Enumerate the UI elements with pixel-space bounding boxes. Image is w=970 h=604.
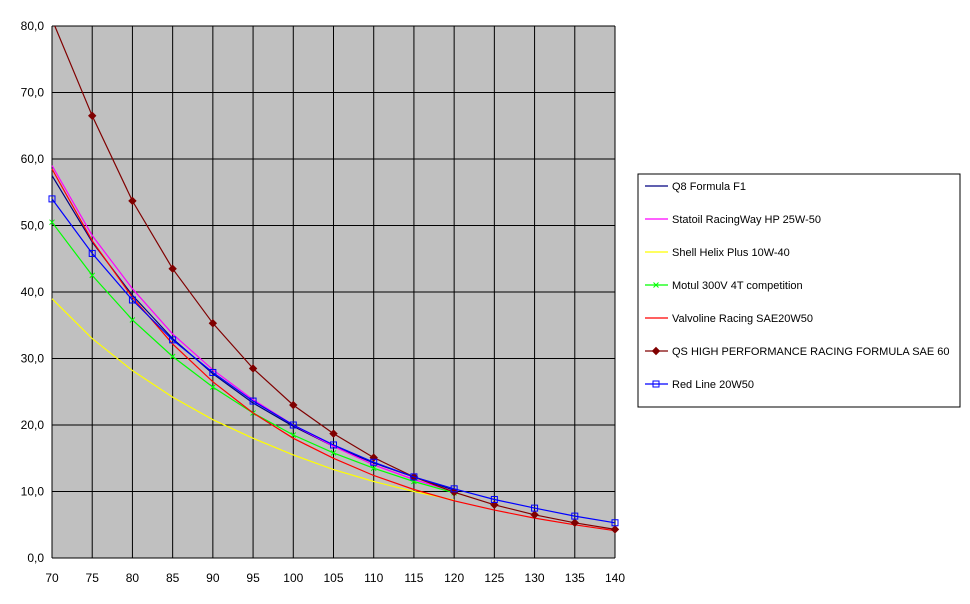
y-tick-label: 80,0: [21, 19, 45, 33]
y-tick-label: 10,0: [21, 485, 45, 499]
data-point-marker: [571, 512, 579, 520]
legend-box: [637, 173, 961, 408]
x-tick-label: 135: [565, 571, 585, 585]
y-axis-ticks: 0,0 10,0 20,0 30,0 40,0 50,0 60,0 70,0 80,0: [21, 19, 45, 565]
series-line: [51, 198, 616, 524]
y-tick-label: 20,0: [21, 418, 45, 432]
data-point-marker: [208, 319, 218, 328]
data-point-marker: [49, 219, 55, 226]
data-point-marker: [128, 196, 137, 206]
data-point-marker: [610, 525, 620, 534]
x-axis-ticks: 70 75 80 85 90 95 100 105 110 115 120 125 130 135 140: [45, 571, 625, 585]
legend-entry-label: Valvoline Racing SAE20W50: [672, 313, 813, 325]
series-line: [51, 165, 455, 493]
x-tick-label: 75: [86, 571, 100, 585]
y-tick-label: 70,0: [21, 86, 45, 100]
data-point-marker: [570, 518, 579, 527]
data-point-marker: [651, 346, 661, 356]
legend-entry-label: Statoil RacingWay HP 25W-50: [672, 214, 821, 226]
x-tick-label: 120: [444, 571, 464, 585]
data-point-marker: [329, 429, 338, 438]
data-point-marker: [450, 485, 458, 493]
x-tick-label: 70: [45, 571, 59, 585]
data-point-marker: [88, 111, 97, 120]
x-tick-label: 140: [605, 571, 625, 585]
x-tick-label: 130: [525, 571, 545, 585]
data-point-marker: [490, 500, 499, 510]
data-point-marker: [289, 400, 298, 410]
data-point-marker: [653, 282, 659, 288]
data-point-marker: [652, 380, 660, 388]
data-point-marker: [330, 450, 337, 456]
x-tick-label: 85: [166, 571, 180, 585]
data-point-marker: [370, 458, 378, 466]
y-tick-label: 50,0: [21, 219, 45, 233]
data-point-marker: [209, 368, 217, 376]
data-point-marker: [89, 272, 96, 279]
data-point-marker: [88, 249, 96, 257]
data-point-marker: [248, 364, 258, 373]
legend-entry-label: Red Line 20W50: [672, 379, 754, 391]
y-tick-label: 30,0: [21, 352, 45, 366]
data-point-marker: [490, 495, 498, 503]
legend: Q8 Formula F1 Statoil RacingWay HP 25W-50…: [645, 181, 950, 391]
x-tick-label: 100: [283, 571, 303, 585]
data-point-marker: [330, 441, 337, 449]
data-point-marker: [531, 504, 539, 512]
data-point-marker: [129, 317, 136, 323]
data-point-marker: [168, 264, 177, 273]
legend-entry-label: Q8 Formula F1: [672, 181, 746, 193]
x-tick-label: 115: [404, 571, 423, 585]
grid: [51, 25, 616, 559]
data-point-marker: [370, 465, 377, 472]
series-layer: [48, 25, 620, 534]
y-tick-label: 0,0: [27, 551, 44, 565]
x-tick-label: 125: [484, 571, 504, 585]
data-point-marker: [410, 473, 418, 481]
x-tick-label: 80: [126, 571, 140, 585]
data-point-marker: [48, 195, 56, 203]
data-point-marker: [611, 519, 619, 527]
data-point-marker: [169, 353, 176, 360]
x-tick-label: 95: [246, 571, 260, 585]
data-point-marker: [128, 296, 136, 304]
data-point-marker: [169, 336, 177, 344]
data-point-marker: [249, 397, 257, 405]
y-tick-label: 40,0: [21, 285, 45, 299]
x-tick-label: 105: [323, 571, 343, 585]
data-point-marker: [210, 384, 216, 390]
x-tick-label: 90: [206, 571, 220, 585]
data-point-marker: [530, 510, 539, 519]
series-line: [51, 298, 455, 501]
legend-entry-label: Shell Helix Plus 10W-40: [672, 247, 790, 259]
legend-entry-label: QS HIGH PERFORMANCE RACING FORMULA SAE 6…: [672, 346, 950, 358]
y-tick-label: 60,0: [21, 152, 45, 166]
legend-entry-label: Motul 300V 4T competition: [672, 280, 803, 292]
data-point-marker: [289, 421, 297, 429]
x-tick-label: 110: [364, 571, 383, 585]
